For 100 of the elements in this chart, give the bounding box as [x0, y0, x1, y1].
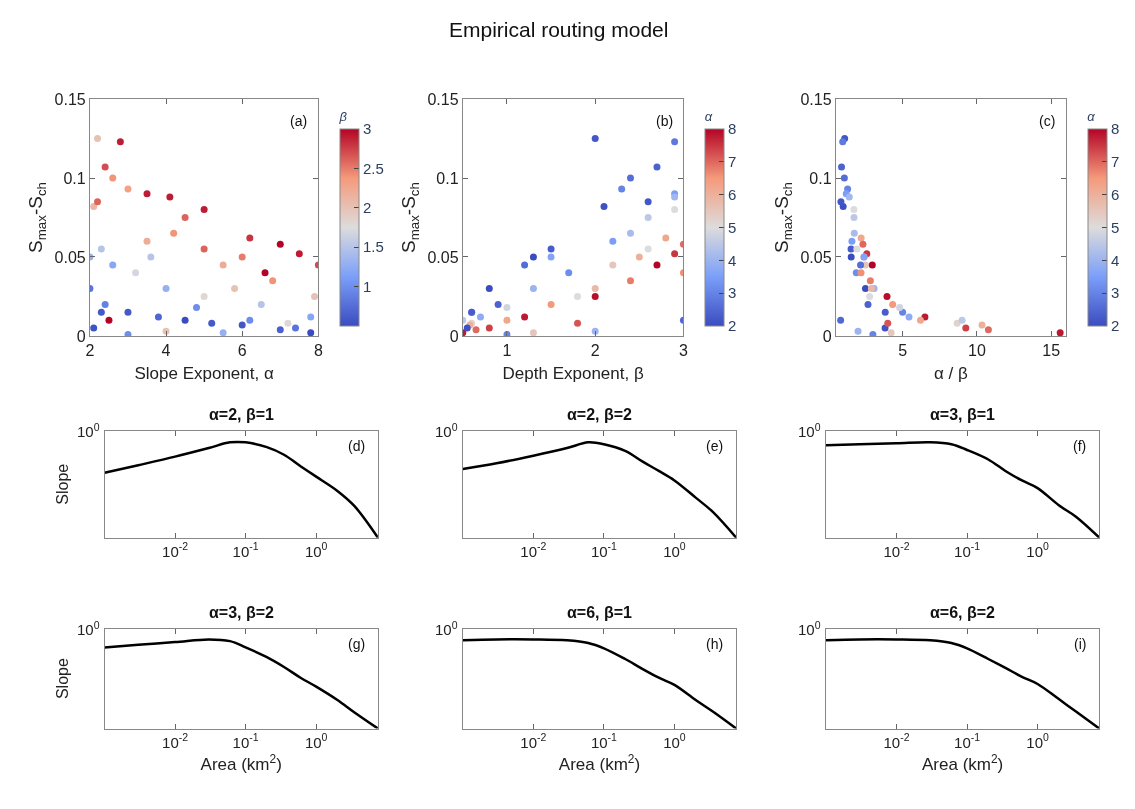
x-tick-label: 6 — [237, 342, 247, 360]
point — [644, 245, 652, 253]
annotation: (i) — [1074, 636, 1087, 652]
annotation: (a) — [290, 113, 308, 129]
x-tick-label: 10$^{0}$ — [1026, 731, 1049, 751]
y-tick-label: 0.15 — [427, 90, 459, 108]
x-tick-label: 10$^{-1}$ — [590, 540, 618, 560]
text: 10$^{0}$ — [77, 421, 100, 441]
x-tick-label: 8 — [313, 342, 323, 360]
chart-title: α=6, β=2 — [930, 604, 996, 621]
chart-title: α=6, β=1 — [567, 604, 633, 621]
point — [143, 190, 151, 198]
point — [618, 185, 626, 193]
point — [565, 269, 573, 277]
point — [276, 240, 284, 248]
y-tick-label: 0.15 — [54, 90, 86, 108]
text: 10$^{0}$ — [435, 619, 458, 639]
point — [292, 324, 299, 332]
point — [503, 316, 511, 324]
point — [574, 292, 582, 300]
point — [101, 300, 109, 308]
color-bar-label: 1.5 — [363, 238, 384, 256]
point — [97, 308, 105, 316]
point — [261, 269, 269, 277]
point — [529, 329, 537, 336]
x-tick-label: 10$^{0}$ — [663, 731, 686, 751]
point — [857, 269, 865, 277]
color-bar-title: α — [704, 109, 713, 125]
point — [857, 234, 865, 242]
x-tick-label: 10$^{0}$ — [304, 540, 328, 560]
point — [246, 316, 254, 324]
color-bar-label: 2.5 — [363, 159, 384, 177]
x-tick-label: 15 — [1042, 342, 1061, 360]
point — [847, 253, 855, 261]
point — [837, 198, 845, 206]
point — [132, 269, 140, 277]
point — [626, 277, 634, 285]
x-tick-label: 2 — [590, 342, 600, 360]
color-bar-title: β — [338, 109, 348, 125]
color-bar-label: 2 — [728, 317, 737, 335]
point — [626, 174, 634, 182]
x-tick-label: 10$^{-1}$ — [590, 731, 618, 751]
x-tick-label: 10$^{-2}$ — [520, 540, 547, 560]
point — [485, 324, 493, 332]
text: 10$^{0}$ — [77, 619, 100, 639]
point — [101, 163, 109, 171]
point — [295, 250, 303, 258]
annotation: (b) — [656, 113, 674, 129]
point — [472, 326, 480, 334]
point — [143, 237, 151, 245]
point — [653, 261, 661, 269]
point — [866, 292, 874, 300]
point — [644, 214, 652, 221]
y-tick-label: 0.05 — [54, 248, 86, 266]
point — [868, 261, 876, 269]
color-bar-label: 6 — [1111, 185, 1120, 203]
point — [896, 304, 904, 312]
color-bar-label: 7 — [728, 153, 737, 171]
point — [257, 300, 265, 308]
point — [124, 330, 132, 336]
point — [609, 237, 617, 245]
point — [238, 253, 246, 261]
color-bar-label: 8 — [1111, 120, 1120, 138]
color-bar-label: 4 — [1111, 251, 1120, 269]
point — [208, 319, 216, 327]
y-tick-label: 0.05 — [427, 248, 459, 266]
point — [881, 308, 889, 316]
y-tick-label: 0.05 — [800, 248, 832, 266]
point — [521, 261, 529, 269]
annotation: (e) — [706, 438, 724, 454]
annotation: (h) — [706, 636, 724, 652]
point — [840, 174, 848, 182]
point — [200, 245, 208, 253]
annotation: (d) — [348, 438, 366, 454]
point — [850, 229, 858, 237]
text: 10$^{0}$ — [798, 421, 821, 441]
x-tick-label: 1 — [502, 342, 512, 360]
point — [284, 319, 292, 327]
point — [984, 326, 992, 334]
point — [837, 316, 845, 324]
y-tick-label: 0 — [449, 327, 459, 345]
point — [838, 163, 846, 171]
point — [857, 261, 865, 269]
point — [147, 253, 155, 261]
point — [953, 319, 961, 327]
point — [307, 313, 315, 321]
x-tick-label: 4 — [161, 342, 171, 360]
point — [166, 193, 174, 201]
chart-title: α=3, β=1 — [930, 406, 996, 423]
point — [958, 316, 966, 324]
point — [485, 285, 493, 293]
point — [276, 326, 284, 334]
point — [547, 245, 555, 253]
point — [105, 316, 113, 324]
point — [574, 319, 582, 327]
point — [1056, 329, 1064, 336]
point — [962, 324, 970, 332]
color-bar-label: 8 — [728, 120, 737, 138]
point — [503, 304, 511, 312]
point — [200, 292, 208, 300]
